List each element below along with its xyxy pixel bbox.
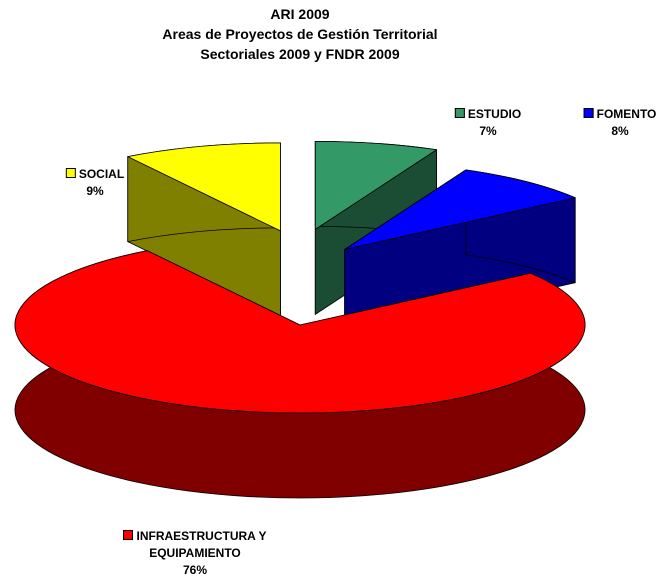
category-label: SOCIAL	[78, 167, 125, 181]
data-label: FOMENTO 8%	[583, 106, 657, 140]
data-label: SOCIAL 9%	[65, 166, 125, 200]
legend-key	[123, 530, 134, 540]
value-label: 7%	[479, 124, 497, 138]
category-label: INFRAESTRUCTURA Y EQUIPAMIENTO	[136, 529, 267, 560]
slice-top	[314, 140, 438, 230]
chart-subtitle: Areas de Proyectos de Gestión Territoria…	[162, 26, 438, 42]
slice-top	[14, 250, 586, 414]
pie-slice	[127, 142, 281, 317]
label-line: ESTUDIO	[454, 106, 522, 123]
category-label: FOMENTO	[596, 107, 657, 121]
label-line: INFRAESTRUCTURA Y EQUIPAMIENTO	[115, 528, 275, 562]
pie-slice	[14, 250, 586, 499]
legend-key	[454, 108, 465, 118]
label-line: FOMENTO	[583, 106, 657, 123]
slice-top	[344, 169, 576, 250]
label-line: SOCIAL	[65, 166, 125, 183]
data-label: INFRAESTRUCTURA Y EQUIPAMIENTO 76%	[115, 528, 275, 579]
pie-slice	[344, 169, 576, 335]
legend-key	[583, 108, 594, 118]
data-label: ESTUDIO 7%	[454, 106, 522, 140]
chart-title: ARI 2009	[270, 6, 330, 22]
category-label: ESTUDIO	[467, 107, 522, 121]
legend-key	[65, 168, 76, 178]
value-label: 76%	[182, 563, 208, 577]
chart-subtitle: Sectoriales 2009 y FNDR 2009	[200, 46, 400, 62]
value-label: 8%	[611, 124, 629, 138]
slice-top	[127, 142, 281, 232]
value-label: 9%	[86, 184, 104, 198]
